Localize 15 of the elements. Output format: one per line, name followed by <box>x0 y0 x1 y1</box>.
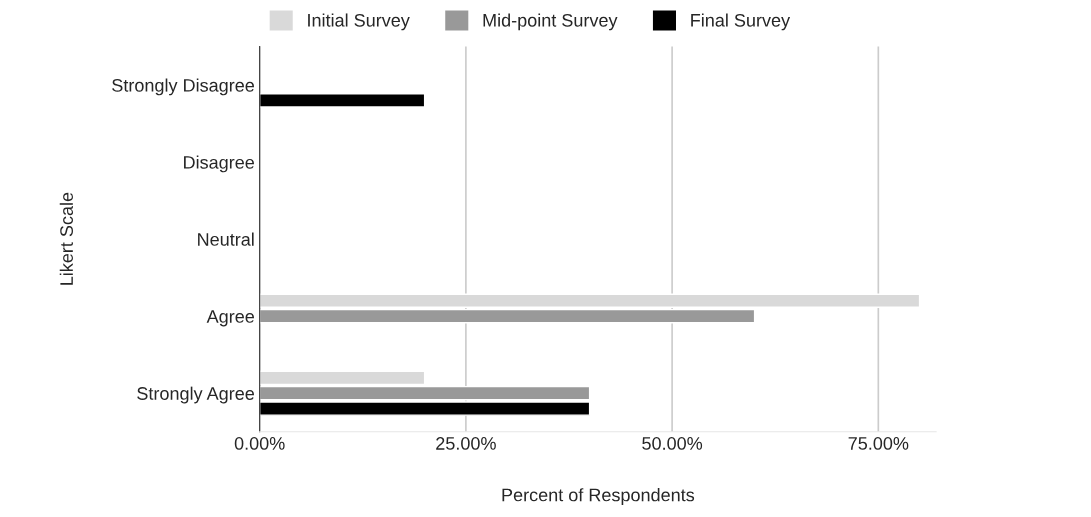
y-axis-title: Likert Scale <box>59 192 73 285</box>
x-tick-label: 75.00% <box>848 437 909 450</box>
legend-label: Final Survey <box>691 13 791 31</box>
y-tick-label: Disagree <box>184 155 254 173</box>
y-tick-label: Strongly Agree <box>137 386 254 404</box>
y-tick-label: Neutral <box>198 232 254 246</box>
bar <box>259 93 426 108</box>
legend-label: Mid-point Survey <box>483 13 618 31</box>
y-tick-label: Strongly Disagree <box>112 78 254 96</box>
x-tick-label: 25.00% <box>436 437 496 450</box>
x-axis-title: Percent of Respondents <box>502 488 695 505</box>
x-tick-label: 50.00% <box>642 437 703 450</box>
y-tick-label: Agree <box>206 310 254 327</box>
legend-label: Initial Survey <box>308 13 410 31</box>
x-tick-label: 0.00% <box>234 437 285 450</box>
